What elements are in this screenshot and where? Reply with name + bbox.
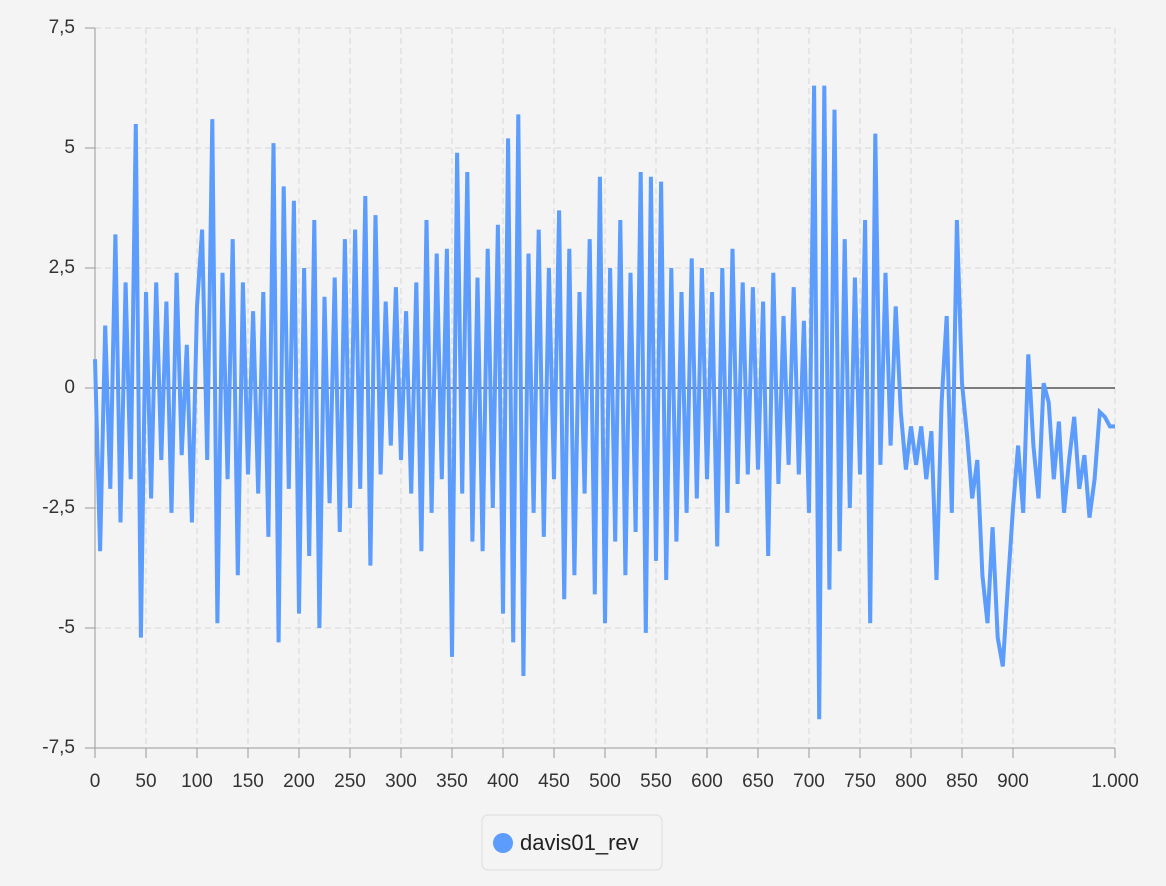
x-tick-label: 600 <box>691 771 723 792</box>
x-tick-label: 850 <box>946 771 978 792</box>
y-tick-label: -2,5 <box>42 497 75 518</box>
x-tick-label: 450 <box>538 771 570 792</box>
y-tick-label: 2,5 <box>49 257 75 278</box>
x-tick-label: 100 <box>181 771 213 792</box>
x-tick-label: 700 <box>793 771 825 792</box>
y-tick-label: 7,5 <box>49 17 75 38</box>
x-tick-label: 200 <box>283 771 315 792</box>
x-tick-label: 400 <box>487 771 519 792</box>
x-tick-label: 800 <box>895 771 927 792</box>
x-tick-label: 250 <box>334 771 366 792</box>
legend-label: davis01_rev <box>520 830 639 855</box>
x-tick-label: 750 <box>844 771 876 792</box>
legend-swatch <box>493 833 513 853</box>
series-line <box>93 85 1115 720</box>
x-tick-label: 0 <box>90 771 101 792</box>
x-tick-label: 1.000 <box>1091 771 1139 792</box>
x-tick-label: 300 <box>385 771 417 792</box>
x-tick-label: 50 <box>135 771 156 792</box>
legend: davis01_rev <box>481 814 663 871</box>
x-tick-label: 150 <box>232 771 264 792</box>
y-tick-label: 5 <box>64 137 75 158</box>
x-tick-label: 550 <box>640 771 672 792</box>
x-tick-label: 350 <box>436 771 468 792</box>
x-tick-label: 900 <box>997 771 1029 792</box>
x-tick-label: 500 <box>589 771 621 792</box>
y-tick-label: 0 <box>64 377 75 398</box>
y-tick-label: -7,5 <box>42 737 75 758</box>
x-tick-label: 650 <box>742 771 774 792</box>
y-tick-label: -5 <box>58 617 75 638</box>
legend-box <box>481 814 663 871</box>
